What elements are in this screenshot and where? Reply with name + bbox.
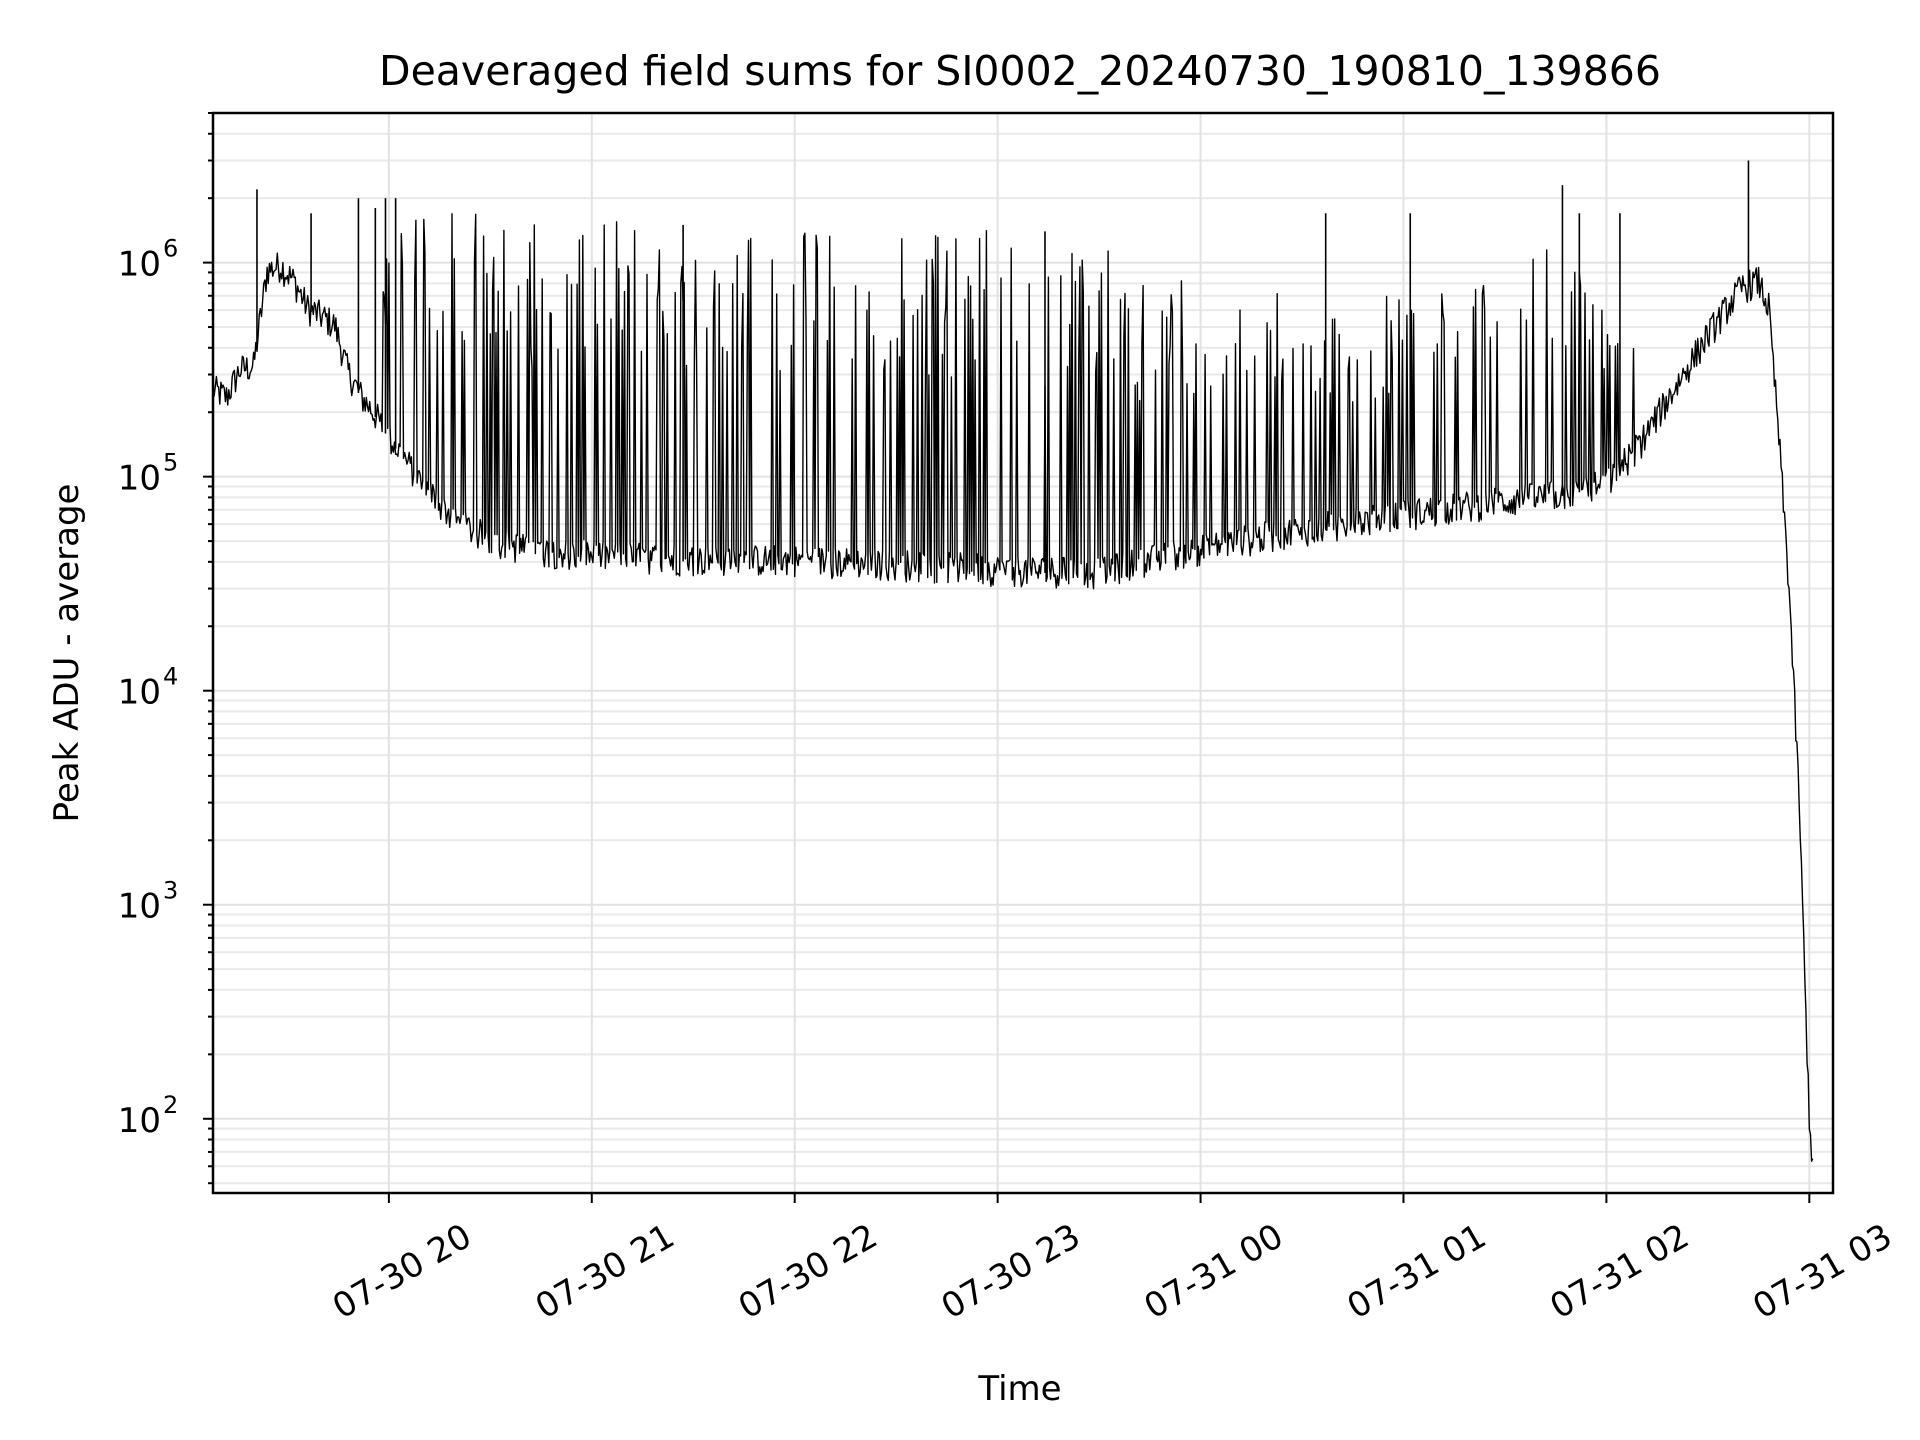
- y-tick-label: 10 2: [118, 1091, 179, 1141]
- series-layer: [212, 160, 1814, 1162]
- y-axis-label: Peak ADU - average: [47, 484, 87, 823]
- y-tick-label-base: 10: [118, 459, 161, 499]
- y-tick-label-exponent: 3: [163, 877, 178, 905]
- y-tick-label-exponent: 4: [163, 663, 178, 691]
- y-tick-label-exponent: 2: [163, 1091, 178, 1119]
- x-axis-label: Time: [977, 1369, 1061, 1409]
- y-tick-label-exponent: 6: [163, 235, 178, 263]
- series-line: [212, 213, 1814, 1162]
- y-tick-label: 10 6: [118, 235, 179, 285]
- y-tick-label: 10 3: [118, 877, 179, 927]
- y-tick-label-base: 10: [118, 673, 161, 713]
- y-tick-label-base: 10: [118, 887, 161, 927]
- chart-title: Deaveraged field sums for SI0002_2024073…: [379, 47, 1661, 95]
- plot-frame: [211, 111, 1835, 1195]
- y-tick-label-exponent: 5: [163, 449, 178, 477]
- y-tick-label-base: 10: [118, 1101, 161, 1141]
- y-tick-label: 10 5: [118, 449, 179, 499]
- y-tick-label: 10 4: [118, 663, 179, 713]
- y-tick-label-base: 10: [118, 245, 161, 285]
